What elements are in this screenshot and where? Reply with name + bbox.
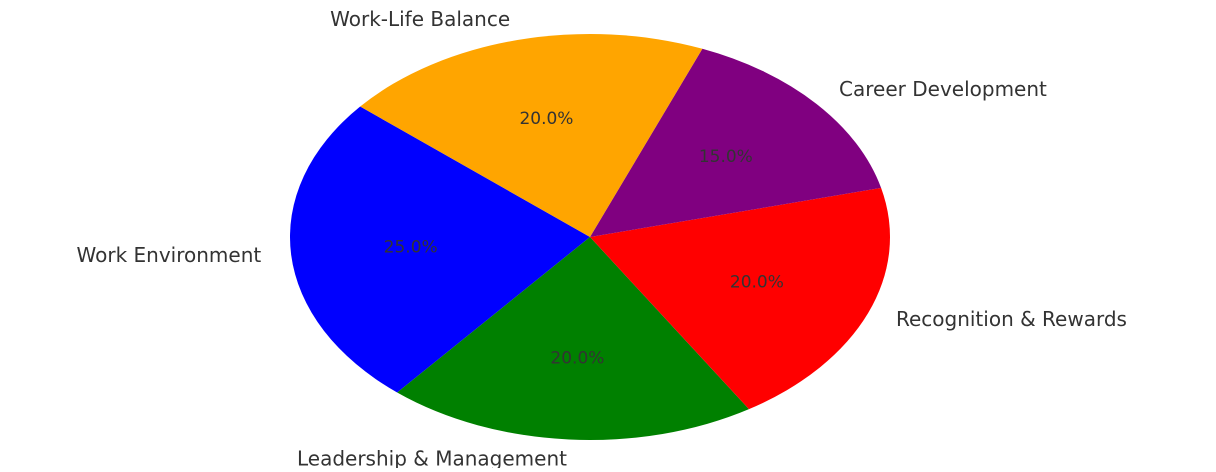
pie-slice: [590, 187, 891, 410]
pie-slice: [290, 106, 590, 393]
pie-slice: [590, 48, 882, 237]
pie-slice: [360, 33, 703, 237]
category-label: Leadership & Management: [297, 446, 567, 468]
value-label: 20.0%: [730, 273, 784, 293]
value-label: 25.0%: [384, 238, 438, 258]
category-label: Work Environment: [77, 243, 262, 267]
value-label: 20.0%: [550, 349, 604, 369]
value-label: 20.0%: [519, 109, 573, 129]
category-label: Career Development: [839, 77, 1047, 101]
category-label: Recognition & Rewards: [896, 307, 1127, 331]
category-label: Work-Life Balance: [330, 7, 510, 31]
pie-slice: [397, 237, 749, 440]
value-label: 15.0%: [699, 147, 753, 167]
